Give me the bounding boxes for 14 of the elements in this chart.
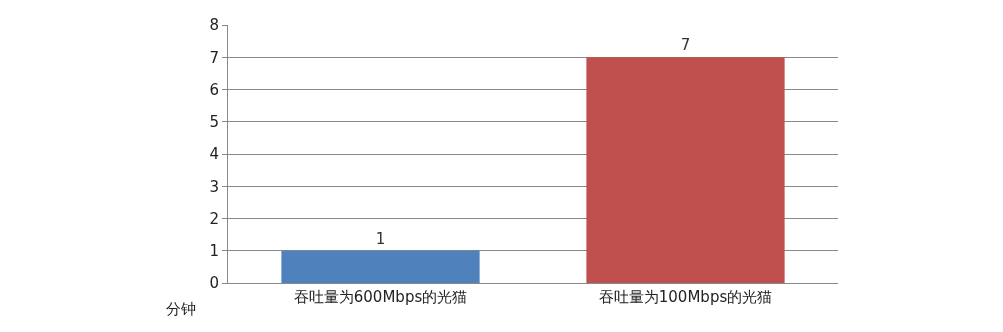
y-axis-title: 分钟 (166, 300, 196, 318)
y-tick-label: 7 (209, 48, 219, 67)
y-tick-label: 1 (209, 242, 219, 260)
x-tick-label: 吞吐量为600Mbps的光猫 (293, 288, 468, 306)
y-tick-label: 0 (209, 274, 219, 293)
data-label: 1 (375, 229, 386, 248)
y-tick-label: 3 (209, 177, 219, 196)
y-tick-label: 8 (209, 16, 219, 35)
data-label: 7 (680, 36, 691, 55)
y-tick-label: 4 (209, 145, 219, 164)
y-tick-label: 5 (209, 113, 219, 131)
x-tick-label: 吞吐量为100Mbps的光猫 (598, 288, 773, 306)
y-tick-label: 6 (209, 80, 219, 99)
y-tick-label: 2 (209, 209, 219, 228)
